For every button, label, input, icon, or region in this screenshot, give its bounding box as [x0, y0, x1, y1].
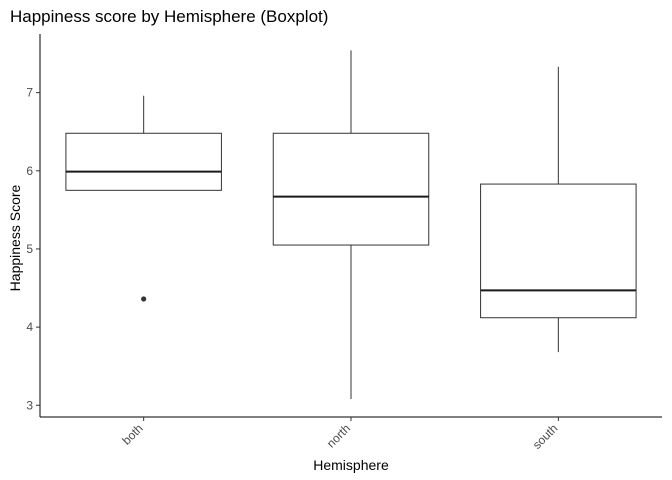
- y-tick-label: 7: [26, 86, 33, 100]
- y-tick-label: 4: [26, 320, 33, 334]
- box-group-both: [65, 95, 222, 302]
- x-tick-label-north: north: [324, 421, 353, 450]
- chart-title: Happiness score by Hemisphere (Boxplot): [10, 7, 328, 26]
- box-iqr: [65, 132, 222, 191]
- x-axis-ticks: both north south: [119, 417, 560, 452]
- x-tick-label-both: both: [119, 421, 145, 447]
- y-axis-ticks: 3 4 5 6 7: [26, 86, 40, 412]
- plot-area: [65, 50, 637, 400]
- box-group-south: [480, 66, 637, 353]
- x-tick-label-south: south: [530, 421, 561, 452]
- y-tick-label: 3: [26, 398, 33, 412]
- outlier-point: [141, 296, 147, 302]
- box-iqr: [272, 132, 430, 246]
- box-iqr: [480, 183, 637, 319]
- y-axis-label: Happiness Score: [7, 184, 23, 291]
- box-group-north: [272, 50, 430, 400]
- y-tick-label: 5: [26, 242, 33, 256]
- y-tick-label: 6: [26, 164, 33, 178]
- x-axis-label: Hemisphere: [313, 457, 389, 473]
